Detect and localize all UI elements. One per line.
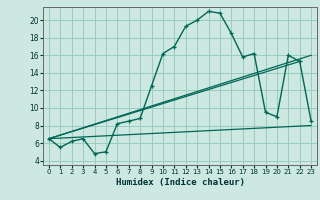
X-axis label: Humidex (Indice chaleur): Humidex (Indice chaleur) (116, 178, 244, 187)
